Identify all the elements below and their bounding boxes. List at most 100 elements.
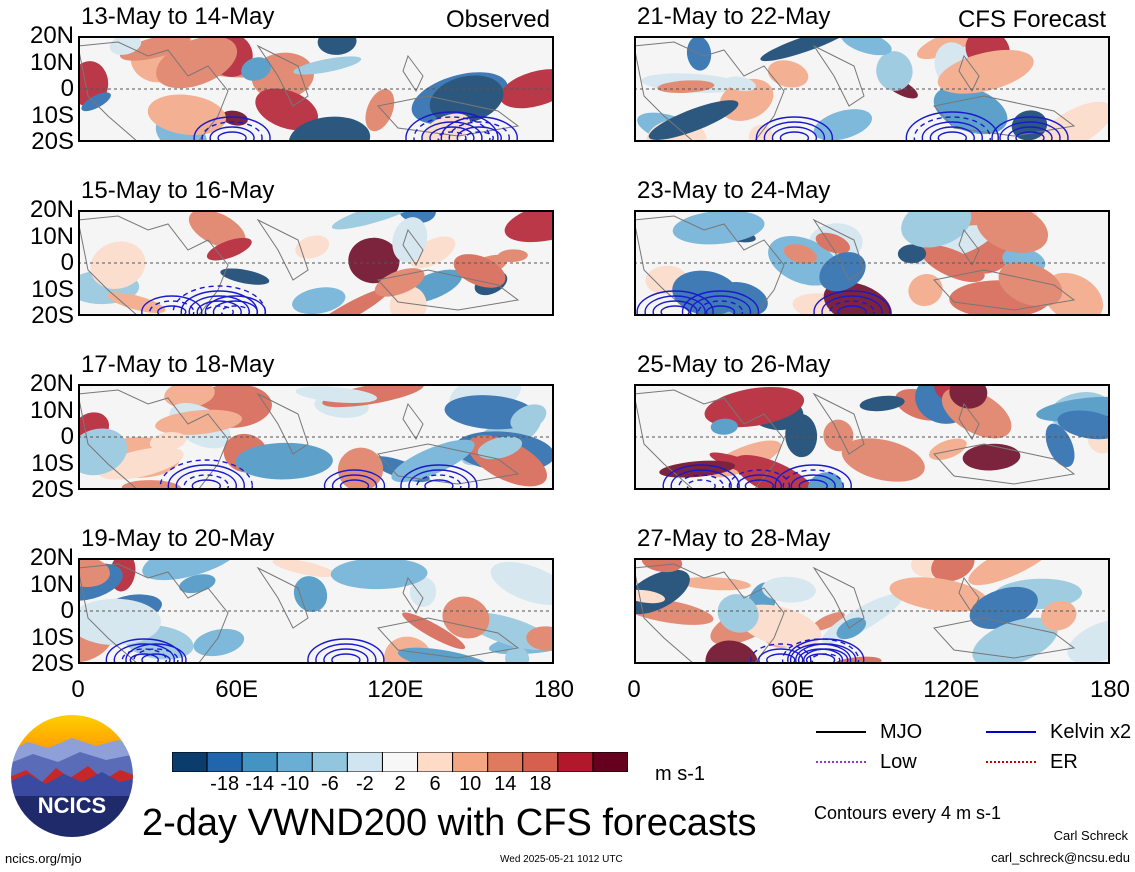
- contour-note: Contours every 4 m s-1: [814, 803, 1002, 823]
- anomaly-blob: [510, 404, 547, 431]
- colorbar: [172, 752, 628, 772]
- anomaly-blob: [288, 116, 371, 142]
- footer-author: Carl Schreck: [1053, 828, 1128, 843]
- anomaly-blob: [823, 281, 892, 316]
- panel-title: 15-May to 16-May: [81, 177, 275, 204]
- anomaly-blob: [392, 217, 428, 263]
- anomaly-blob: [672, 210, 765, 245]
- y-tick-label: 10N: [29, 222, 74, 250]
- panel-title: 17-May to 18-May: [81, 351, 275, 378]
- colorbar-swatch: [346, 752, 383, 772]
- legend-swatch: [986, 731, 1036, 733]
- anomaly-blob: [836, 617, 867, 640]
- panel-frame: [78, 210, 554, 316]
- legend-swatch: [816, 761, 866, 763]
- anomaly-blob: [908, 273, 943, 307]
- y-tick-label: 10N: [29, 396, 74, 424]
- coastline: [78, 215, 520, 316]
- anomaly-blob: [317, 36, 357, 55]
- colorbar-swatch: [522, 752, 559, 772]
- anomaly-blob: [976, 210, 1049, 253]
- anomaly-blob: [156, 36, 238, 89]
- heatmap-panel: [78, 36, 554, 142]
- anomaly-blob: [505, 646, 530, 664]
- anomaly-blob: [823, 419, 854, 452]
- anomaly-blob: [477, 436, 523, 460]
- colorbar-swatch: [592, 752, 628, 772]
- chart-title: 2-day VWND200 with CFS forecasts: [142, 802, 757, 844]
- anomaly-blob: [1067, 619, 1110, 664]
- x-tick-label: 0: [627, 676, 641, 703]
- coastline: [634, 563, 1076, 664]
- anomaly-blob: [738, 604, 822, 648]
- kelvin-contours: [755, 111, 1069, 142]
- panel-frame: [78, 36, 554, 142]
- anomaly-blob: [442, 596, 490, 639]
- anomaly-blob: [704, 386, 805, 428]
- panel-frame: [634, 558, 1110, 664]
- coastline: [634, 41, 1076, 142]
- anomaly-blob: [889, 577, 988, 612]
- anomaly-blob: [193, 628, 245, 657]
- anomaly-blob: [453, 254, 506, 288]
- anomaly-blob: [1037, 101, 1110, 142]
- anomaly-blob: [90, 241, 146, 289]
- panel-frame: [634, 36, 1110, 142]
- panel-tag: Observed: [445, 6, 550, 33]
- anomaly-blob: [97, 447, 184, 480]
- units-label: m s-1: [655, 763, 705, 785]
- colorbar-label: -18: [210, 773, 240, 795]
- heatmap-panel: [634, 384, 1110, 490]
- anomaly-blob: [255, 88, 319, 131]
- y-tick-label: 10S: [31, 449, 74, 477]
- kelvin-contours: [193, 111, 518, 142]
- anomaly-blob: [897, 244, 927, 264]
- anomaly-blob: [78, 598, 161, 646]
- anomaly-blob: [293, 576, 328, 613]
- colorbar-swatch: [172, 752, 208, 772]
- heatmap-panel: [78, 210, 554, 316]
- y-tick-label: 0: [60, 597, 74, 624]
- anomaly-blob: [1040, 600, 1077, 631]
- anomaly-blob: [641, 558, 683, 573]
- anomaly-blob: [876, 51, 913, 91]
- colorbar-label: -10: [280, 773, 310, 795]
- colorbar-label: -14: [245, 773, 275, 795]
- colorbar-label: -2: [356, 773, 374, 795]
- colorbar-swatch: [557, 752, 594, 772]
- anomaly-blob: [293, 56, 362, 75]
- anomaly-blob: [206, 237, 252, 261]
- anomaly-blob: [78, 558, 110, 587]
- anomaly-blob: [648, 100, 739, 140]
- heatmap-panel: [78, 384, 554, 490]
- heatmap-panel: [634, 210, 1110, 316]
- heatmap-panel: [634, 36, 1110, 142]
- anomaly-blob: [634, 569, 690, 615]
- kelvin-contours: [636, 290, 891, 316]
- anomaly-blob: [526, 626, 554, 651]
- anomaly-blob: [295, 386, 378, 403]
- y-tick-label: 10S: [31, 275, 74, 303]
- anomaly-blob: [785, 413, 818, 458]
- y-tick-label: 10N: [29, 570, 74, 598]
- anomaly-blob: [807, 472, 843, 490]
- legend-label: Kelvin x2: [1050, 721, 1132, 743]
- colorbar-swatch: [311, 752, 348, 772]
- colorbar-label: 2: [394, 773, 406, 795]
- panel-tag: CFS Forecast: [957, 6, 1106, 33]
- anomaly-blob: [962, 443, 1021, 471]
- panel-title: 23-May to 24-May: [637, 177, 831, 204]
- anomaly-blob: [811, 612, 845, 631]
- anomaly-blob: [710, 418, 738, 435]
- anomaly-blob: [490, 561, 554, 605]
- y-tick-label: 20S: [31, 650, 74, 677]
- x-tick-label: 180: [533, 676, 575, 703]
- panel-frame: [78, 558, 554, 664]
- kelvin-contours: [750, 638, 865, 664]
- anomaly-blob: [409, 576, 437, 607]
- anomaly-blob: [659, 460, 736, 478]
- y-tick-label: 0: [60, 75, 74, 102]
- anomaly-blob: [308, 287, 390, 316]
- coastline: [78, 563, 520, 664]
- anomaly-blob: [188, 210, 246, 249]
